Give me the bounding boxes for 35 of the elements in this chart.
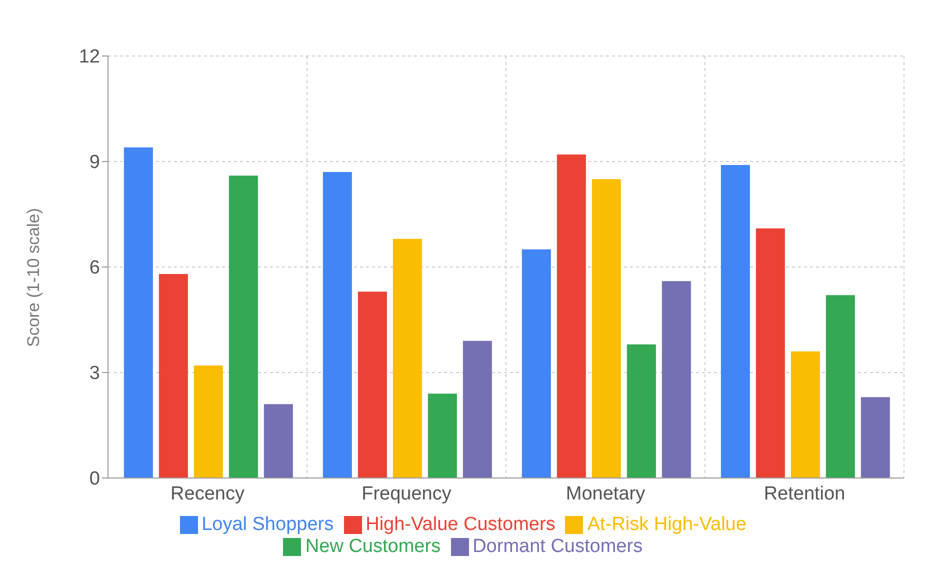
bar xyxy=(124,147,153,478)
bar xyxy=(194,365,223,478)
legend-label: Dormant Customers xyxy=(472,536,643,557)
x-tick-label: Monetary xyxy=(566,483,646,504)
bar xyxy=(522,249,551,478)
bar xyxy=(158,274,188,478)
bar xyxy=(592,179,621,478)
bar xyxy=(392,238,422,478)
legend-label: New Customers xyxy=(305,536,441,557)
bar xyxy=(264,404,293,478)
x-tick-label: Recency xyxy=(170,483,245,504)
bar xyxy=(826,295,855,478)
y-tick-label: 0 xyxy=(89,468,100,490)
bar xyxy=(322,172,352,478)
y-tick-label: 3 xyxy=(89,363,100,384)
bar xyxy=(358,292,387,478)
legend-label: At-Risk High-Value xyxy=(587,514,746,535)
bar xyxy=(720,165,750,478)
bar xyxy=(790,351,820,478)
legend-label: Loyal Shoppers xyxy=(202,514,334,535)
bar xyxy=(756,228,785,478)
y-tick-label: 12 xyxy=(78,46,100,68)
bar xyxy=(662,281,691,478)
bar xyxy=(626,344,656,478)
bar xyxy=(428,394,457,478)
bar xyxy=(462,340,492,478)
bar xyxy=(860,397,890,478)
y-tick-label: 9 xyxy=(89,152,100,174)
x-tick-label: Frequency xyxy=(362,483,452,504)
bar xyxy=(228,176,258,478)
y-axis-title: Score (1-10 scale) xyxy=(24,208,44,347)
y-tick-label: 6 xyxy=(89,258,100,279)
legend-label: High-Value Customers xyxy=(366,514,556,535)
x-tick-label: Retention xyxy=(764,483,846,504)
bar xyxy=(556,154,586,478)
